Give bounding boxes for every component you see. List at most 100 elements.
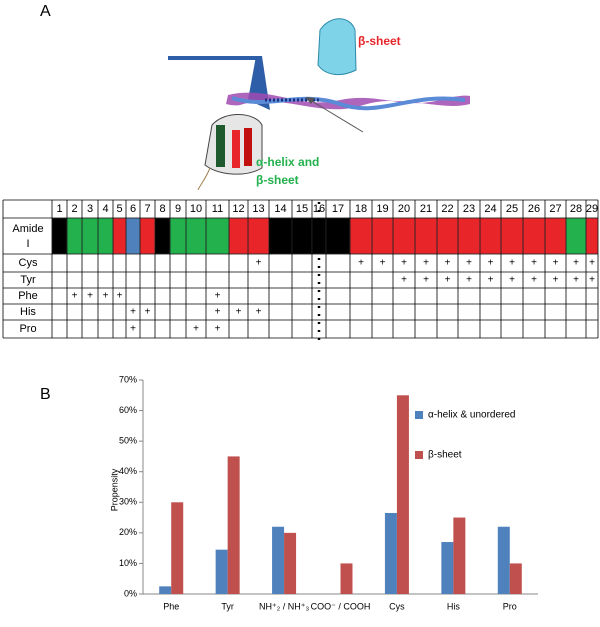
column-header: 11 [212,203,223,215]
amide-cell [522,217,546,255]
y-tick-label: 60% [119,405,137,415]
column-header: 25 [506,203,518,215]
row-label: I [26,238,29,250]
amide-cell [565,217,587,255]
column-header: 7 [144,203,150,215]
column-header: 13 [252,203,264,215]
column-header: 24 [484,203,496,215]
column-header: 9 [175,203,181,215]
amide-cell [291,217,313,255]
annotation: β-sheet [358,34,401,48]
cell: + [103,291,109,302]
amide-cell [457,217,481,255]
bar [159,586,172,594]
bar [384,512,397,594]
column-header: 21 [420,203,432,215]
cell: + [531,275,537,286]
cell: + [215,291,221,302]
annotation: β-sheet [256,173,299,187]
amide-cell [392,217,416,255]
cell: + [215,324,221,335]
x-tick-label: Tyr [221,601,234,611]
cell: + [589,258,595,269]
amide-cell [414,217,438,255]
bar [441,542,454,594]
bar [272,526,285,594]
amide-cell [169,217,187,255]
bar [227,456,240,594]
cell: + [423,275,429,286]
amide-cell [436,217,459,255]
cell: + [215,307,221,318]
annotation: α-helix and [256,155,319,169]
y-tick-label: 50% [119,436,137,446]
column-header: 5 [116,203,122,215]
cell: + [573,275,579,286]
amide-cell [371,217,394,255]
amide-cell [205,217,230,255]
legend-label: α-helix & unordered [428,410,516,421]
amide-cell [500,217,524,255]
cell: + [553,258,559,269]
y-tick-label: 30% [119,497,137,507]
bar [340,563,353,594]
amide-cell [139,217,156,255]
cell: + [488,275,494,286]
column-header: 10 [190,203,202,215]
cell: + [193,324,199,335]
row-label: Tyr [20,274,36,286]
amide-cell [125,217,141,255]
amide-cell [97,217,114,255]
amide-cell [185,217,207,255]
y-tick-label: 0% [124,588,137,598]
y-tick-label: 70% [119,374,137,384]
amide-cell [268,217,293,255]
bar [215,549,228,594]
row-label: Cys [19,257,38,269]
column-header: 1 [56,203,62,215]
cell: + [466,258,472,269]
column-header: 14 [274,203,286,215]
column-header: 16 [313,203,325,215]
y-tick-label: 20% [119,527,137,537]
column-header: 22 [441,203,453,215]
cell: + [401,275,407,286]
cell: + [445,275,451,286]
column-header: 27 [549,203,561,215]
column-header: 19 [376,203,388,215]
amide-cell [81,217,99,255]
cell: + [236,307,242,318]
amide-cell [228,217,249,255]
cell: + [145,307,151,318]
panel-label: A [40,3,51,20]
x-tick-label: His [447,601,460,611]
cell: + [256,307,262,318]
bar [396,395,409,594]
bar [497,526,510,594]
row-label: Pro [19,323,36,335]
column-header: 8 [159,203,165,215]
column-header: 15 [296,203,308,215]
cell: + [130,307,136,318]
amide-cell [112,217,127,255]
legend-label: β-sheet [428,450,462,461]
column-header: 6 [130,203,136,215]
panel-label: B [40,386,51,403]
legend-swatch [415,411,423,419]
bar [453,517,466,594]
row-label: His [20,306,36,318]
cell: + [573,258,579,269]
x-tick-label: Pro [503,601,517,611]
amide-cell [349,217,373,255]
y-tick-label: 40% [119,466,137,476]
column-header: 12 [232,203,244,215]
amide-cell [479,217,502,255]
bar [171,502,184,594]
row-label: Amide [12,223,43,235]
column-header: 20 [398,203,410,215]
amide-cell [325,217,351,255]
cell: + [488,258,494,269]
column-header: 28 [570,203,582,215]
bar [509,563,522,594]
